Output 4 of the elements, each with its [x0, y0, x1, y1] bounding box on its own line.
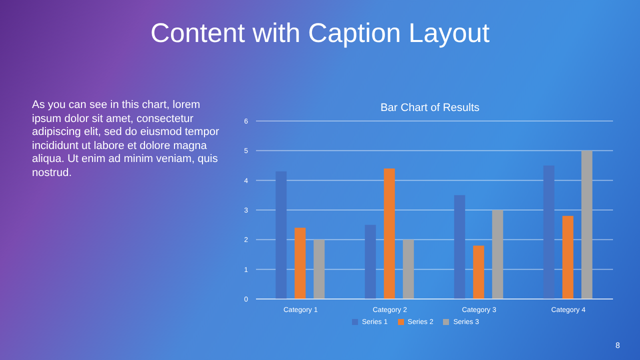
chart-subtitle: Bar Chart of Results [379, 102, 481, 114]
chart-title: Content with Caption Layout [149, 18, 491, 49]
text: 8 [614, 341, 620, 350]
text: As you can see in this chart, lorem ipsum dolor sit amet, consectetur adipiscing elit, sed do eiusmod tempor incididunt ut labore et dolore magna aliqua. Ut enim ad minim veniam, quis nostrud. [32, 99, 220, 180]
